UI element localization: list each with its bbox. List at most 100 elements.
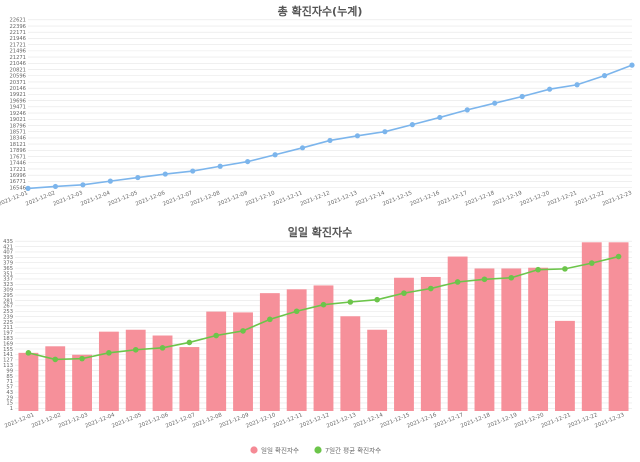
- y-tick-label: 155: [3, 347, 13, 353]
- x-tick-label: 2021-12-01: [0, 190, 29, 207]
- daily-bar: [72, 354, 92, 411]
- y-tick-label: 351: [3, 271, 13, 277]
- cumulative-point: [217, 163, 223, 169]
- x-tick-label: 2021-12-10: [245, 190, 277, 208]
- daily-bar: [474, 268, 495, 411]
- y-tick-label: 141: [3, 352, 13, 358]
- y-tick-label: 407: [3, 250, 13, 256]
- y-tick-label: 435: [3, 239, 13, 245]
- y-tick-label: 85: [6, 374, 13, 380]
- x-tick-label: 2021-12-02: [31, 412, 62, 429]
- daily-bar: [608, 242, 629, 411]
- daily-bar: [45, 346, 66, 411]
- y-tick-label: 127: [3, 358, 13, 364]
- cumulative-point: [629, 62, 635, 68]
- legend-item-daily[interactable]: 일일 확진자수: [250, 446, 299, 455]
- y-tick-label: 15: [6, 401, 13, 407]
- cumulative-point: [25, 185, 31, 191]
- y-tick-label: 113: [3, 363, 13, 369]
- y-tick-label: 99: [6, 368, 13, 374]
- daily-bar: [420, 276, 441, 411]
- y-tick-label: 22396: [9, 24, 26, 30]
- y-tick-label: 21271: [9, 55, 26, 61]
- y-tick-label: 57: [6, 385, 13, 391]
- y-tick-label: 295: [3, 293, 13, 299]
- y-tick-label: 17896: [9, 148, 26, 154]
- y-tick-label: 379: [3, 261, 13, 267]
- legend-item-average[interactable]: 7일간 평균 확진자수: [314, 446, 381, 455]
- y-tick-label: 20596: [9, 74, 26, 80]
- y-tick-label: 239: [3, 314, 13, 320]
- average-point: [320, 301, 327, 308]
- daily-bar: [18, 352, 39, 411]
- average-point: [615, 253, 622, 260]
- y-tick-label: 17446: [9, 161, 26, 167]
- average-point: [132, 346, 139, 353]
- x-tick-label: 2021-12-21: [540, 412, 571, 429]
- x-tick-label: 2021-12-15: [379, 412, 410, 429]
- average-point: [106, 350, 112, 356]
- average-point: [347, 299, 354, 305]
- y-tick-label: 183: [3, 336, 13, 342]
- y-tick-label: 29: [6, 395, 13, 401]
- daily-bar: [179, 347, 200, 411]
- x-tick-label: 2021-12-09: [217, 190, 249, 208]
- average-point: [481, 276, 488, 283]
- cumulative-point: [354, 133, 361, 139]
- y-tick-label: 281: [3, 298, 13, 304]
- average-point: [401, 290, 407, 296]
- y-tick-label: 365: [3, 266, 13, 272]
- y-tick-label: 21946: [9, 36, 26, 42]
- average-point: [186, 339, 193, 346]
- cumulative-point: [299, 145, 306, 151]
- x-tick-label: 2021-12-20: [519, 190, 551, 208]
- x-tick-label: 2021-12-11: [272, 190, 303, 207]
- y-tick-label: 20146: [9, 86, 26, 92]
- y-tick-label: 71: [6, 379, 13, 385]
- cumulative-chart: 총 확진자수(누계) 16546167711699617221174461767…: [0, 4, 635, 208]
- x-tick-label: 2021-12-14: [354, 190, 386, 208]
- y-tick-label: 21046: [9, 61, 26, 67]
- x-tick-label: 2021-12-06: [135, 190, 167, 208]
- average-point: [374, 296, 380, 303]
- y-tick-label: 17671: [9, 154, 26, 160]
- average-point: [159, 345, 166, 351]
- average-point: [508, 274, 515, 281]
- x-tick-label: 2021-12-23: [594, 412, 625, 429]
- cumulative-point: [162, 171, 168, 177]
- legend-label-average: 7일간 평균 확진자수: [325, 446, 381, 455]
- y-tick-label: 20371: [9, 80, 26, 86]
- cumulative-point: [80, 182, 86, 188]
- average-point: [240, 328, 246, 334]
- x-tick-label: 2021-12-18: [464, 190, 496, 208]
- average-point: [588, 260, 595, 266]
- average-point: [52, 356, 59, 363]
- y-tick-label: 18796: [9, 123, 26, 129]
- x-tick-label: 2021-12-03: [58, 412, 89, 429]
- y-tick-label: 337: [3, 277, 13, 283]
- daily-bar: [447, 256, 468, 411]
- average-point: [293, 308, 300, 315]
- cumulative-point: [190, 168, 196, 174]
- daily-bar: [501, 268, 522, 411]
- daily-bar: [259, 293, 280, 411]
- y-tick-label: 17221: [9, 167, 26, 173]
- y-tick-label: 19921: [9, 92, 26, 98]
- x-tick-label: 2021-12-16: [409, 190, 441, 208]
- cumulative-point: [464, 107, 470, 113]
- average-point: [562, 266, 568, 272]
- x-tick-label: 2021-12-05: [107, 190, 138, 207]
- average-point: [79, 355, 85, 362]
- y-tick-label: 225: [3, 320, 13, 326]
- y-tick-label: 309: [3, 287, 13, 293]
- y-tick-label: 19246: [9, 111, 26, 117]
- y-tick-label: 21496: [9, 49, 26, 55]
- daily-bar: [367, 329, 388, 411]
- daily-bar: [340, 316, 361, 411]
- daily-bar: [286, 289, 307, 411]
- cumulative-point: [601, 73, 608, 79]
- daily-x-axis: 2021-12-012021-12-022021-12-032021-12-04…: [4, 412, 625, 430]
- x-tick-label: 2021-12-22: [567, 412, 598, 429]
- x-tick-label: 2021-12-11: [272, 412, 303, 429]
